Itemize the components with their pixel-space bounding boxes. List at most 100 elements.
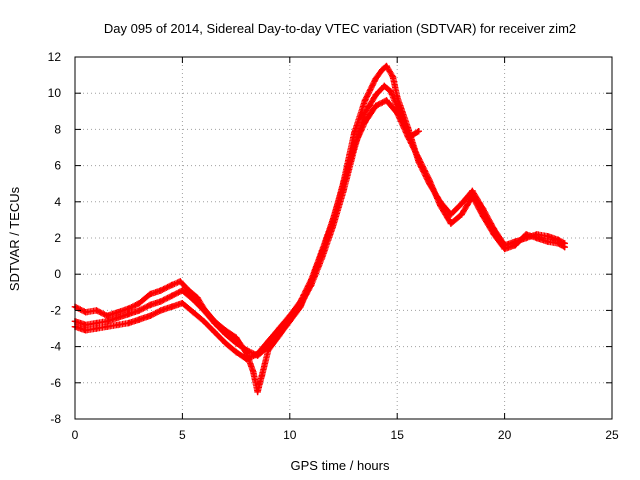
data-points [71, 62, 568, 396]
data-point [157, 287, 165, 294]
x-tick-label: 25 [605, 428, 619, 442]
data-point [114, 321, 122, 329]
data-point [82, 309, 89, 316]
data-point [93, 307, 100, 314]
data-point [389, 73, 397, 81]
data-point [179, 287, 186, 294]
data-point [211, 328, 218, 336]
data-point [522, 231, 530, 238]
y-tick-label: 12 [48, 50, 62, 64]
data-point [93, 325, 100, 332]
data-point [179, 300, 186, 307]
data-point [426, 176, 433, 184]
data-point [200, 307, 208, 314]
data-point [372, 91, 379, 99]
data-point [258, 372, 266, 379]
data-point [104, 318, 111, 325]
data-point [136, 316, 143, 323]
data-point [361, 97, 369, 104]
x-tick-label: 5 [179, 428, 186, 442]
data-point [372, 75, 379, 82]
data-point [381, 82, 388, 90]
y-tick-label: -4 [50, 340, 61, 354]
data-point [383, 62, 390, 70]
series-3 [71, 97, 568, 363]
data-point [168, 281, 175, 289]
data-point [211, 319, 218, 327]
y-tick-label: 4 [54, 195, 61, 209]
x-tick-label: 10 [283, 428, 297, 442]
y-tick-label: 6 [54, 159, 61, 173]
x-tick-label: 15 [391, 428, 405, 442]
data-point [222, 330, 229, 338]
data-point [297, 298, 304, 305]
y-tick-label: 0 [54, 267, 61, 281]
data-point [93, 319, 100, 327]
data-point [533, 234, 540, 242]
y-tick-label: 2 [54, 231, 61, 245]
data-point [351, 142, 358, 149]
data-point [275, 325, 283, 332]
data-point [469, 187, 476, 195]
data-point [447, 220, 455, 227]
data-point [561, 243, 568, 251]
data-point [383, 97, 390, 104]
data-point [243, 356, 250, 363]
data-point [286, 312, 293, 319]
data-point [125, 305, 132, 312]
data-point [147, 312, 154, 319]
data-point [82, 321, 89, 329]
data-point [157, 307, 165, 314]
data-point [194, 294, 201, 301]
data-point [340, 180, 347, 187]
data-point [490, 231, 498, 238]
data-point [254, 350, 261, 357]
data-point [125, 319, 132, 327]
data-point [361, 119, 369, 126]
data-point [479, 213, 487, 220]
y-tick-label: -2 [50, 303, 61, 317]
data-point [177, 278, 184, 285]
data-point [512, 242, 519, 249]
data-point [372, 102, 379, 110]
data-point [544, 233, 551, 240]
data-point [250, 368, 257, 376]
data-point [415, 155, 422, 162]
x-axis-label: GPS time / hours [291, 458, 390, 473]
data-point [200, 318, 208, 325]
axes: 0 5 10 15 20 25 -8 -6 -4 -2 0 2 4 6 8 10 12 [48, 50, 619, 442]
data-point [232, 334, 240, 341]
data-point [329, 216, 336, 224]
data-point [243, 347, 250, 354]
data-point [114, 309, 122, 316]
y-tick-label: -6 [50, 376, 61, 390]
data-point [136, 300, 143, 307]
data-point [157, 298, 165, 305]
data-point [415, 128, 422, 135]
data-point [189, 309, 197, 316]
data-point [189, 296, 197, 303]
data-point [501, 245, 508, 253]
data-point [168, 292, 175, 300]
data-point [458, 211, 465, 218]
y-tick-label: 10 [48, 86, 62, 100]
data-point [555, 240, 562, 247]
data-point [318, 247, 326, 254]
chart-title: Day 095 of 2014, Sidereal Day-to-day VTE… [104, 21, 576, 36]
data-point [147, 290, 154, 298]
y-tick-label: 8 [54, 122, 61, 136]
data-point [387, 88, 394, 95]
x-tick-label: 20 [498, 428, 512, 442]
data-point [265, 338, 272, 345]
data-point [232, 339, 240, 347]
data-point [147, 301, 154, 309]
data-point [308, 276, 315, 283]
data-point [404, 133, 412, 140]
data-point [437, 202, 444, 209]
y-tick-label: -8 [50, 412, 61, 426]
data-point [136, 307, 143, 314]
x-tick-label: 0 [72, 428, 79, 442]
data-point [104, 312, 111, 319]
data-point [458, 200, 465, 207]
